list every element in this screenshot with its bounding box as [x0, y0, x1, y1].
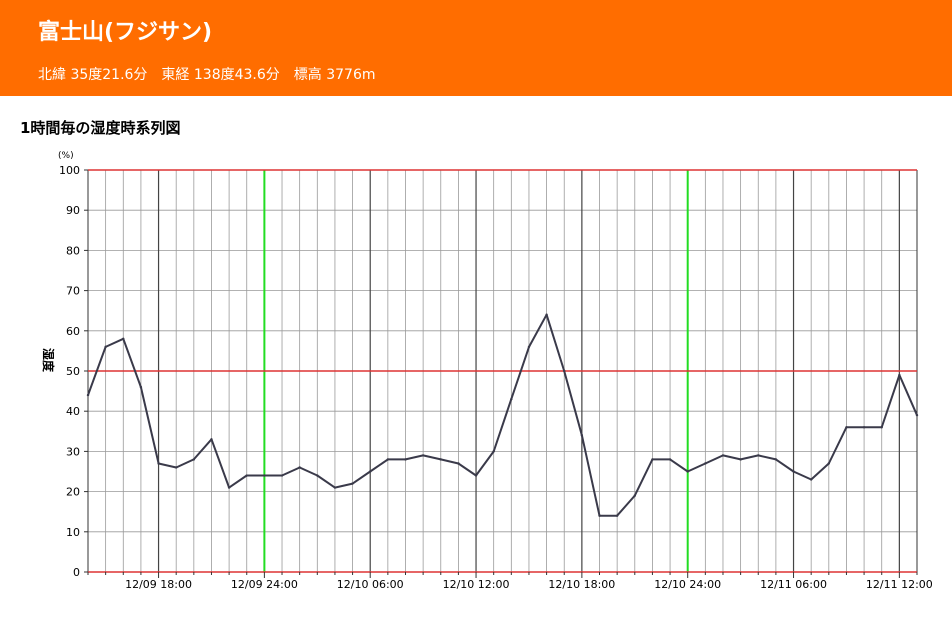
humidity-data-point — [598, 514, 601, 517]
humidity-data-point — [139, 385, 143, 389]
y-tick-label: 80 — [66, 244, 80, 257]
humidity-data-point — [915, 414, 919, 417]
y-axis-title: 湿度 — [41, 348, 56, 373]
humidity-data-point — [245, 474, 248, 477]
humidity-data-point — [298, 466, 301, 469]
y-tick-label: 20 — [66, 486, 80, 499]
humidity-data-point — [439, 458, 442, 461]
humidity-data-point — [774, 458, 778, 461]
humidity-data-point — [651, 458, 654, 461]
x-tick-label: 12/10 24:00 — [654, 578, 721, 591]
humidity-data-point — [280, 474, 284, 477]
humidity-data-point — [845, 426, 848, 429]
humidity-data-point — [474, 474, 478, 477]
x-tick-label: 12/09 18:00 — [125, 578, 192, 591]
humidity-data-point — [862, 426, 866, 429]
humidity-data-point — [457, 462, 460, 465]
humidity-data-point — [739, 458, 742, 461]
humidity-data-point — [827, 462, 831, 465]
humidity-data-point — [369, 470, 372, 473]
humidity-data-point — [757, 454, 760, 457]
humidity-data-point — [633, 494, 636, 497]
humidity-data-point — [227, 486, 231, 489]
humidity-data-point — [792, 470, 795, 473]
x-tick-label: 12/11 06:00 — [760, 578, 827, 591]
chart-heading: 1時間毎の湿度時系列図 — [20, 119, 181, 137]
humidity-data-point — [386, 458, 390, 461]
humidity-data-point — [580, 434, 584, 437]
humidity-data-point — [704, 462, 707, 465]
y-tick-label: 90 — [66, 204, 80, 217]
x-tick-label: 12/10 06:00 — [337, 578, 404, 591]
y-tick-label: 60 — [66, 325, 80, 338]
y-tick-label: 70 — [66, 285, 80, 298]
y-unit-label: (%) — [58, 151, 74, 161]
x-tick-label: 12/10 12:00 — [443, 578, 510, 591]
humidity-data-point — [615, 514, 619, 517]
x-tick-label: 12/11 12:00 — [866, 578, 933, 591]
y-tick-label: 50 — [66, 365, 80, 378]
station-header: 富士山(フジサン) 北緯 35度21.6分 東経 138度43.6分 標高 37… — [0, 0, 952, 96]
humidity-data-point — [316, 474, 319, 477]
humidity-data-point — [86, 393, 90, 397]
humidity-data-point — [122, 337, 125, 341]
humidity-data-point — [527, 345, 531, 349]
humidity-data-point — [510, 397, 513, 401]
humidity-data-point — [686, 470, 689, 473]
humidity-data-point — [192, 458, 196, 461]
humidity-data-point — [333, 486, 337, 489]
humidity-data-point — [492, 450, 495, 453]
humidity-data-point — [545, 313, 548, 316]
humidity-data-point — [210, 438, 213, 441]
humidity-data-point — [721, 454, 725, 457]
x-tick-label: 12/10 18:00 — [548, 578, 615, 591]
humidity-series-line — [87, 313, 918, 517]
x-tick-label: 12/09 24:00 — [231, 578, 298, 591]
y-tick-label: 10 — [66, 526, 80, 539]
humidity-data-point — [809, 478, 813, 481]
humidity-data-point — [421, 454, 425, 457]
humidity-data-point — [104, 345, 107, 349]
humidity-data-point — [668, 458, 672, 461]
humidity-data-point — [563, 369, 566, 373]
humidity-data-point — [263, 474, 266, 477]
station-name: 富士山(フジサン) — [38, 20, 213, 45]
y-tick-label: 30 — [66, 445, 80, 458]
humidity-data-point — [880, 426, 883, 429]
y-tick-label: 0 — [73, 566, 80, 579]
humidity-data-point — [404, 458, 407, 461]
station-location: 北緯 35度21.6分 東経 138度43.6分 標高 3776m — [38, 67, 376, 83]
humidity-data-point — [174, 466, 178, 469]
y-tick-label: 40 — [66, 405, 80, 418]
humidity-data-point — [157, 462, 160, 465]
humidity-data-point — [898, 373, 901, 377]
humidity-data-point — [351, 482, 354, 485]
y-tick-label: 100 — [59, 164, 80, 177]
